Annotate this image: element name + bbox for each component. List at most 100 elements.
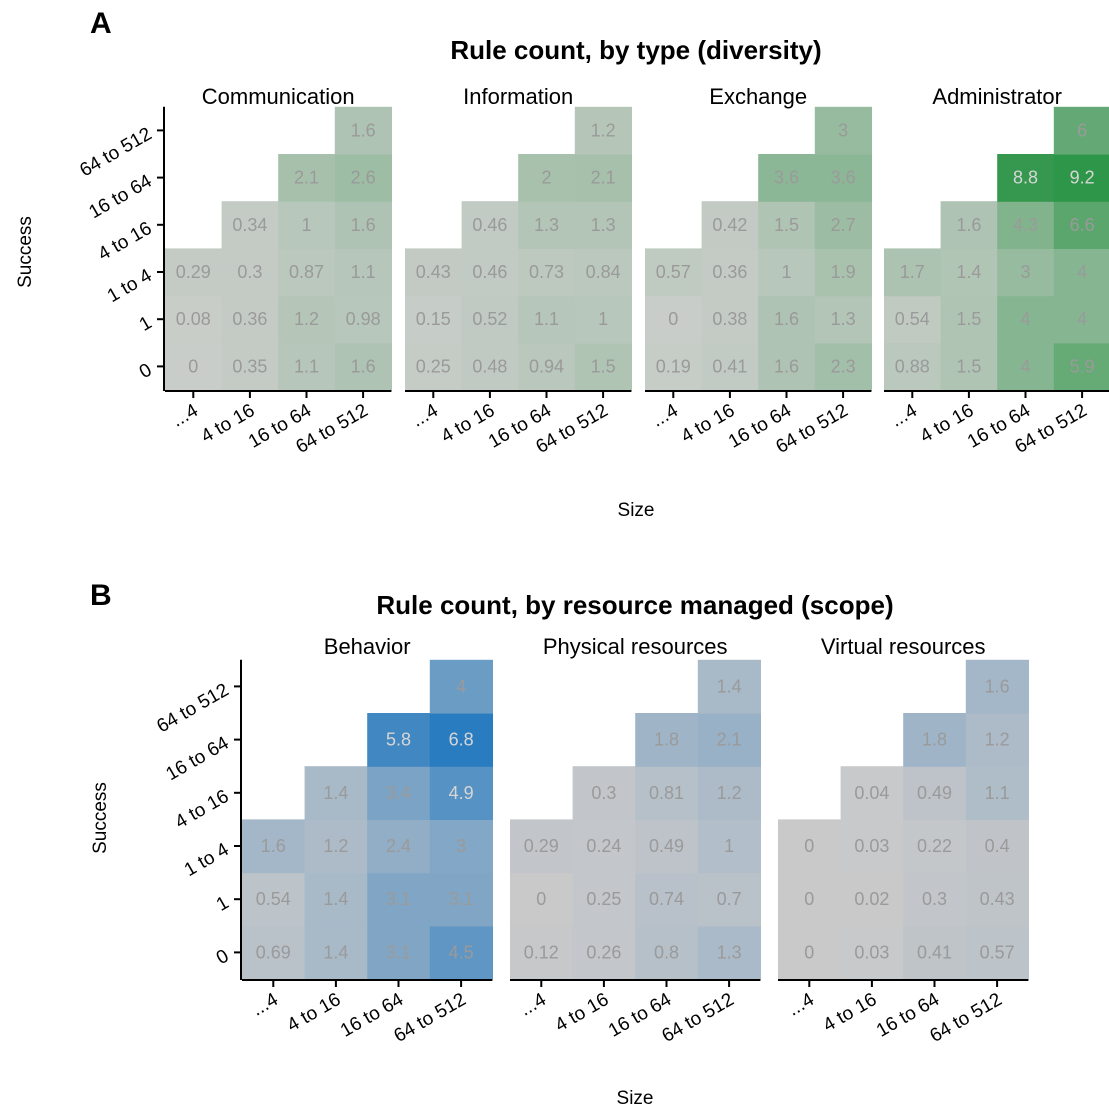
heatmap-cell xyxy=(903,713,967,767)
heatmap-cell xyxy=(334,248,392,297)
heatmap-cell xyxy=(304,766,368,820)
heatmap-cell-label: 1.1 xyxy=(294,356,319,376)
heatmap-cell xyxy=(334,342,392,391)
heatmap-cell-label: 1.4 xyxy=(323,783,348,803)
heatmap-cell xyxy=(701,248,759,297)
heatmap-cell xyxy=(884,248,942,297)
heatmap-cell xyxy=(645,248,703,297)
heatmap-cell xyxy=(461,248,519,297)
heatmap-cell-label: 0.54 xyxy=(256,889,291,909)
heatmap-cell-label: 4 xyxy=(1020,309,1030,329)
heatmap-cell-label: 3 xyxy=(1020,262,1030,282)
heatmap-cell-label: 0.57 xyxy=(656,262,691,282)
x-tick-label: 64 to 512 xyxy=(390,989,469,1047)
heatmap-cell xyxy=(278,201,336,249)
heatmap-cell xyxy=(518,295,576,344)
heatmap-cell-label: 3.6 xyxy=(831,168,856,188)
heatmap-cell-label: 0.81 xyxy=(649,783,684,803)
heatmap-cell-label: 3.4 xyxy=(386,783,411,803)
heatmap-cell xyxy=(574,248,632,297)
y-tick-label: 1 xyxy=(213,892,233,915)
heatmap-cell xyxy=(940,201,998,249)
heatmap-cell-label: 1.2 xyxy=(323,836,348,856)
heatmap-cell-label: 4.3 xyxy=(1013,215,1038,235)
heatmap-cell-label: 0.02 xyxy=(854,889,889,909)
heatmap-cell xyxy=(429,925,493,980)
heatmap-cell xyxy=(940,295,998,344)
heatmap-cell-label: 0.24 xyxy=(586,836,621,856)
heatmap-cell xyxy=(758,248,816,297)
heatmap-cell-label: 0.08 xyxy=(176,309,211,329)
heatmap-cell-label: 0.48 xyxy=(472,356,507,376)
y-tick-label: 16 to 64 xyxy=(163,733,233,786)
heatmap-cell xyxy=(367,872,431,927)
panel-b-facet-label-0: Behavior xyxy=(324,634,411,659)
heatmap-cell xyxy=(965,925,1029,980)
heatmap-cell-label: 1.6 xyxy=(351,356,376,376)
heatmap-cell-label: 3.1 xyxy=(386,889,411,909)
heatmap-cell xyxy=(840,925,904,980)
panel-b-facet-label-2: Virtual resources xyxy=(821,634,986,659)
heatmap-cell-label: 0.3 xyxy=(591,783,616,803)
heatmap-cell xyxy=(221,295,279,344)
x-tick-label: ...4 xyxy=(168,400,202,432)
x-tick-label: ...4 xyxy=(648,400,682,432)
heatmap-cell-label: 0.46 xyxy=(472,262,507,282)
heatmap-cell xyxy=(574,342,632,391)
heatmap-cell-label: 0.52 xyxy=(472,309,507,329)
heatmap-cell-label: 0.38 xyxy=(712,309,747,329)
heatmap-cell-label: 1.6 xyxy=(351,120,376,140)
heatmap-cell xyxy=(884,295,942,344)
heatmap-cell-label: 1.2 xyxy=(294,309,319,329)
heatmap-cell-label: 0.26 xyxy=(586,942,621,962)
heatmap-cell-label: 1.3 xyxy=(591,215,616,235)
heatmap-cell xyxy=(997,295,1055,344)
heatmap-cell-label: 0 xyxy=(188,356,198,376)
heatmap-cell-label: 1.5 xyxy=(774,215,799,235)
heatmap-cell-label: 4.5 xyxy=(449,942,474,962)
heatmap-cell xyxy=(572,872,636,927)
heatmap-cell xyxy=(635,766,699,820)
heatmap-cell-label: 5.9 xyxy=(1070,356,1095,376)
heatmap-cell-label: 0.12 xyxy=(524,942,559,962)
panel-a-facet-label-2: Exchange xyxy=(709,84,807,109)
heatmap-cell xyxy=(461,201,519,249)
heatmap-cell xyxy=(814,248,872,297)
heatmap-cell-label: 0.29 xyxy=(176,262,211,282)
heatmap-cell-label: 1.4 xyxy=(323,942,348,962)
heatmap-cell-label: 0.35 xyxy=(232,356,267,376)
heatmap-cell-label: 4.9 xyxy=(449,783,474,803)
heatmap-cell-label: 5.8 xyxy=(386,730,411,750)
heatmap-cell-label: 6 xyxy=(1077,120,1087,140)
heatmap-cell xyxy=(367,819,431,874)
heatmap-cell xyxy=(221,248,279,297)
heatmap-cell-label: 0.03 xyxy=(854,836,889,856)
heatmap-cell-label: 0.04 xyxy=(854,783,889,803)
heatmap-cell-label: 0.3 xyxy=(922,889,947,909)
heatmap-cell xyxy=(429,872,493,927)
heatmap-cell-label: 2.3 xyxy=(831,356,856,376)
heatmap-cell xyxy=(510,819,574,874)
heatmap-cell xyxy=(814,106,872,155)
heatmap-cell-label: 0.42 xyxy=(712,215,747,235)
heatmap-cell xyxy=(278,248,336,297)
heatmap-cell xyxy=(903,925,967,980)
heatmap-cell-label: 3.1 xyxy=(449,889,474,909)
y-tick-label: 16 to 64 xyxy=(86,171,156,224)
heatmap-cell xyxy=(304,925,368,980)
heatmap-cell xyxy=(997,248,1055,297)
x-tick-label: ...4 xyxy=(516,989,550,1021)
x-tick-label: ...4 xyxy=(784,989,818,1021)
heatmap-cell-label: 1.3 xyxy=(717,942,742,962)
heatmap-cell xyxy=(518,342,576,391)
heatmap-cell xyxy=(758,154,816,202)
heatmap-cell xyxy=(1053,342,1109,391)
heatmap-cell-label: 0.54 xyxy=(895,309,930,329)
heatmap-cell xyxy=(518,248,576,297)
heatmap-cell-label: 0.43 xyxy=(416,262,451,282)
heatmap-cell xyxy=(965,819,1029,874)
heatmap-cell-label: 1.2 xyxy=(717,783,742,803)
heatmap-cell-label: 6.6 xyxy=(1070,215,1095,235)
heatmap-cell xyxy=(405,342,463,391)
y-tick-label: 4 to 16 xyxy=(95,218,156,265)
